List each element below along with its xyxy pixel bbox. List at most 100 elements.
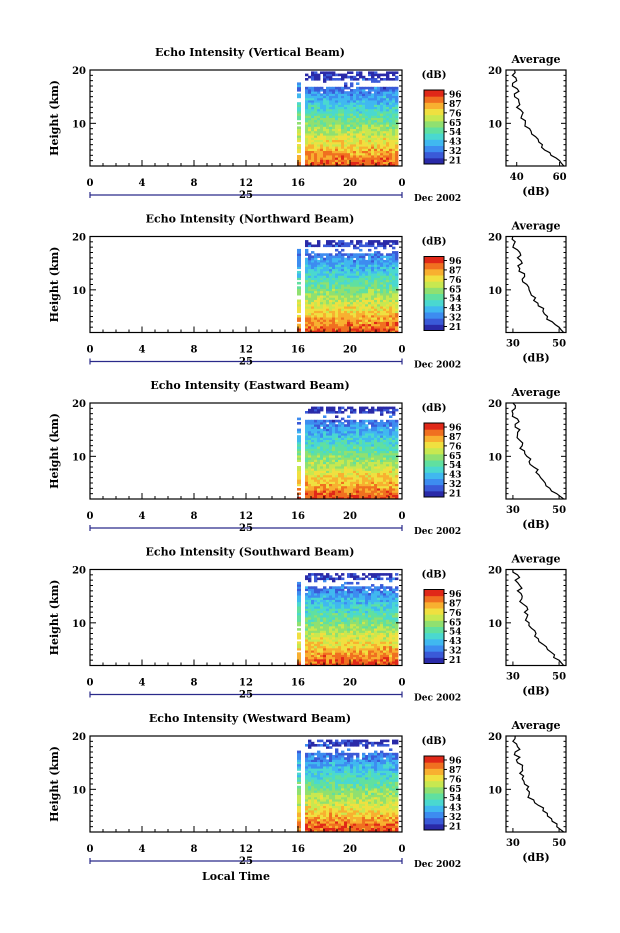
average-title: Average xyxy=(510,220,560,233)
average-x-tick-label: 60 xyxy=(553,172,567,183)
colorbar-segment xyxy=(424,657,444,664)
heatmap-cells xyxy=(305,71,398,166)
y-tick-label: 10 xyxy=(72,785,86,796)
x-tick-label: 0 xyxy=(87,511,94,522)
x-tick-label: 4 xyxy=(139,844,146,855)
average-profile-line xyxy=(512,70,564,166)
colorbar-segment xyxy=(424,146,444,153)
colorbar-segment xyxy=(424,127,444,134)
colorbar-segment xyxy=(424,423,444,430)
colorbar-segment xyxy=(424,139,444,146)
average-x-tick-label: 50 xyxy=(552,672,566,683)
colorbar-segment xyxy=(424,472,444,479)
x-tick-label: 4 xyxy=(139,678,146,689)
x-tick-label: 8 xyxy=(191,678,198,689)
colorbar-segment xyxy=(424,627,444,634)
colorbar-segment xyxy=(424,90,444,97)
colorbar-unit: (dB) xyxy=(422,736,447,747)
colorbar-unit: (dB) xyxy=(422,237,447,248)
average-profile-line xyxy=(512,237,564,333)
x-tick-label: 0 xyxy=(399,678,406,689)
colorbar-segment xyxy=(424,756,444,763)
colorbar-segment xyxy=(424,460,444,467)
x-axis-label: Local Time xyxy=(202,870,270,883)
x-tick-label: 0 xyxy=(399,511,406,522)
colorbar-segment xyxy=(424,109,444,116)
colorbar-segment xyxy=(424,442,444,449)
colorbar-segment xyxy=(424,454,444,461)
x-tick-label: 16 xyxy=(291,844,305,855)
colorbar-segment xyxy=(424,466,444,473)
average-x-tick-label: 40 xyxy=(510,172,524,183)
x-tick-label: 0 xyxy=(87,345,94,356)
average-title: Average xyxy=(510,719,560,732)
colorbar-segment xyxy=(424,812,444,819)
panel-title: Echo Intensity (Eastward Beam) xyxy=(150,379,349,392)
panel-title: Echo Intensity (Northward Beam) xyxy=(146,213,355,226)
x-tick-label: 0 xyxy=(87,678,94,689)
average-y-tick-label: 20 xyxy=(488,399,502,410)
colorbar-segment xyxy=(424,602,444,609)
y-axis-label: Height (km) xyxy=(48,80,61,156)
x-tick-label: 12 xyxy=(239,345,253,356)
day-label: 25 xyxy=(239,856,253,867)
x-tick-label: 0 xyxy=(399,178,406,189)
average-x-tick-label: 30 xyxy=(506,838,520,849)
colorbar-segment xyxy=(424,121,444,128)
average-x-tick-label: 30 xyxy=(506,672,520,683)
colorbar-segment xyxy=(424,281,444,288)
colorbar-segment xyxy=(424,300,444,307)
heatmap-cells xyxy=(305,740,398,833)
x-tick-label: 8 xyxy=(191,345,198,356)
x-tick-label: 16 xyxy=(291,511,305,522)
colorbar-segment xyxy=(424,448,444,455)
average-y-tick-label: 20 xyxy=(488,732,502,743)
panel-title: Echo Intensity (Westward Beam) xyxy=(149,712,351,725)
panel-2: Echo Intensity (Northward Beam)2010Heigh… xyxy=(48,213,566,371)
panel-1: Echo Intensity (Vertical Beam)2010Height… xyxy=(48,46,567,204)
colorbar-tick-label: 21 xyxy=(449,490,462,500)
heatmap-cells xyxy=(305,240,398,333)
y-tick-label: 10 xyxy=(72,452,86,463)
average-x-tick-label: 50 xyxy=(552,505,566,516)
y-axis-label: Height (km) xyxy=(48,580,61,656)
average-profile-line xyxy=(512,403,564,499)
x-tick-label: 0 xyxy=(87,178,94,189)
colorbar-tick-label: 21 xyxy=(449,323,462,333)
colorbar-tick-label: 21 xyxy=(449,823,462,833)
average-x-tick-label: 50 xyxy=(552,838,566,849)
colorbar-segment xyxy=(424,596,444,603)
colorbar-segment xyxy=(424,799,444,806)
colorbar-unit: (dB) xyxy=(422,570,447,581)
day-label: 25 xyxy=(239,357,253,368)
panel-5: Echo Intensity (Westward Beam)2010Height… xyxy=(48,712,566,883)
colorbar-segment xyxy=(424,257,444,264)
average-x-label: (dB) xyxy=(522,518,549,531)
colorbar-segment xyxy=(424,115,444,122)
heatmap-leading-column xyxy=(297,751,301,833)
colorbar-segment xyxy=(424,158,444,165)
average-x-tick-label: 30 xyxy=(506,505,520,516)
colorbar-segment xyxy=(424,614,444,621)
x-tick-label: 12 xyxy=(239,178,253,189)
x-tick-label: 16 xyxy=(291,178,305,189)
x-tick-label: 0 xyxy=(87,844,94,855)
colorbar-segment xyxy=(424,590,444,597)
x-tick-label: 12 xyxy=(239,844,253,855)
colorbar-segment xyxy=(424,275,444,282)
day-label: 25 xyxy=(239,523,253,534)
average-title: Average xyxy=(510,553,560,566)
colorbar-segment xyxy=(424,152,444,159)
day-label: 25 xyxy=(239,190,253,201)
colorbar-segment xyxy=(424,287,444,294)
colorbar-segment xyxy=(424,608,444,615)
colorbar-segment xyxy=(424,318,444,325)
average-title: Average xyxy=(510,386,560,399)
colorbar-segment xyxy=(424,479,444,486)
